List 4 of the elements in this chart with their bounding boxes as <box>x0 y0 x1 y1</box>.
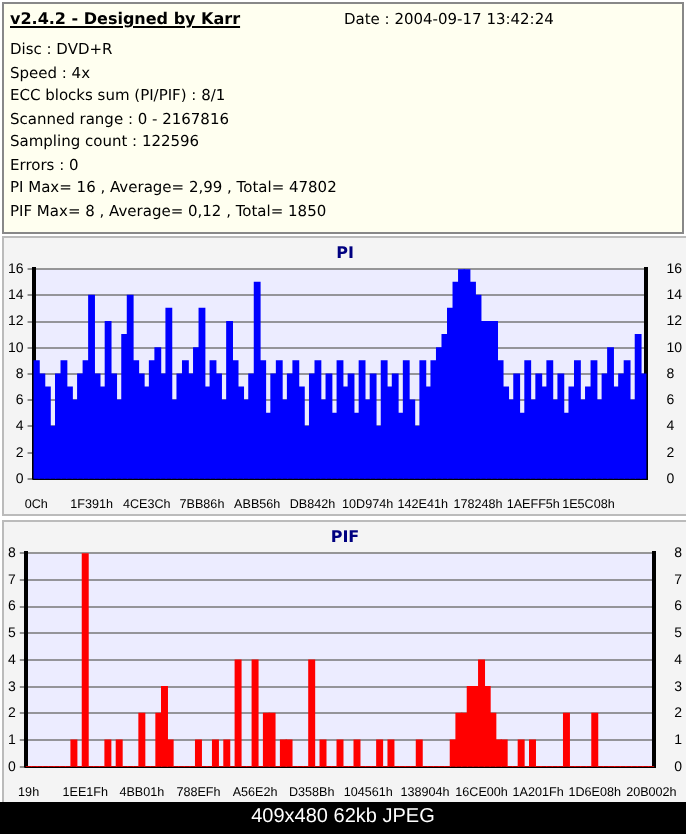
text: v2.4.2 - Designed by Karr <box>10 10 241 28</box>
text: 409x480 62kb JPEG <box>0 802 686 834</box>
chart-title: PI <box>336 243 354 262</box>
chart-title: PIF <box>330 527 360 546</box>
